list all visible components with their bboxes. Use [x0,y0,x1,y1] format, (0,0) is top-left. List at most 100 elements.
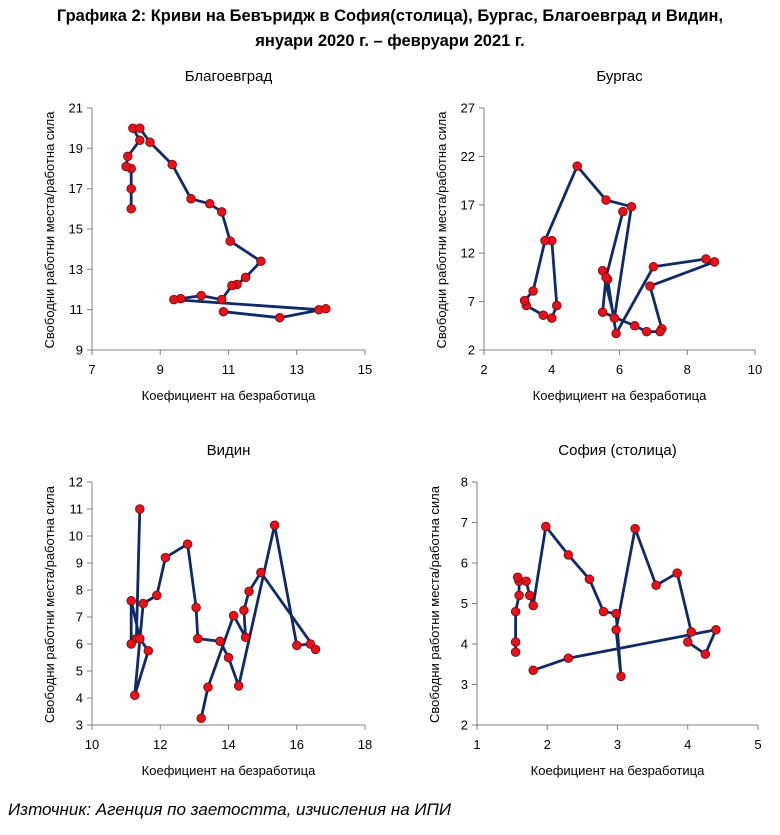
y-tick-label: 4 [461,637,468,652]
y-tick-label: 7 [76,610,83,625]
y-tick-label: 7 [461,515,468,530]
chart-title: Благоевград [185,68,273,85]
data-point [126,204,136,214]
series-line [124,126,328,320]
data-point [126,596,136,606]
data-point [538,310,549,320]
y-tick-label: 3 [461,677,468,692]
data-point [135,504,145,514]
figure-source: Източник: Агенция по заетостта, изчислен… [8,800,452,819]
data-point [193,633,203,644]
y-tick-label: 22 [461,149,475,164]
data-point [310,644,321,655]
data-point [528,600,538,611]
data-point [167,159,177,170]
data-point [218,306,229,317]
data-point [528,286,538,296]
data-point [630,523,640,534]
data-point [228,610,239,621]
x-tick-label: 14 [221,737,235,752]
data-point [216,294,227,305]
data-point [552,300,562,311]
series-line [129,507,317,720]
data-point [510,647,521,657]
data-point [626,201,637,212]
x-tick-label: 10 [85,737,99,752]
figure-title-line-2: януари 2020 г. – февруари 2021 г. [255,32,525,50]
x-axis-label: Коефициент на безработица [142,763,316,778]
data-point [269,520,280,530]
x-tick-label: 15 [358,362,372,377]
y-tick-label: 10 [69,529,83,544]
x-tick-label: 11 [222,362,236,377]
data-point [145,137,155,148]
data-point [215,636,225,647]
y-tick-label: 2 [468,343,475,358]
data-point [641,326,652,337]
x-tick-label: 4 [548,362,555,377]
x-axis-label: Коефициент на безработица [533,388,707,403]
data-point [618,206,628,217]
data-point [709,257,720,267]
y-axis-label: Свободни работни места/работна сила [434,111,449,349]
data-point [239,605,249,616]
y-tick-label: 11 [70,502,84,517]
data-point [256,256,266,267]
data-point [645,281,655,291]
data-point [126,183,136,194]
x-tick-label: 16 [290,737,304,752]
data-point [711,625,721,635]
data-point [563,653,574,663]
x-axis-label: Коефициент на безработица [531,763,705,778]
data-point [135,633,145,644]
x-tick-label: 3 [614,737,621,752]
y-tick-label: 11 [70,302,84,317]
y-tick-label: 7 [468,294,475,309]
data-point [240,632,251,643]
x-tick-label: 7 [88,362,95,377]
data-point [191,602,201,613]
data-point [216,207,227,217]
x-tick-label: 10 [748,362,762,377]
data-point [256,567,266,578]
data-point [541,521,551,532]
y-tick-label: 17 [461,197,475,212]
data-point [683,637,693,647]
y-tick-label: 3 [76,718,83,733]
data-point [651,580,661,591]
y-tick-label: 6 [76,637,83,652]
data-point [126,639,136,649]
data-point [598,606,609,617]
x-tick-label: 6 [616,362,623,377]
data-point [135,135,145,146]
data-point [135,123,145,133]
y-tick-label: 8 [461,475,468,490]
data-point [584,574,595,584]
x-tick-label: 2 [480,362,487,377]
data-point [143,646,154,656]
x-tick-label: 8 [684,362,691,377]
data-point [138,598,148,609]
data-point [524,590,535,601]
data-point [601,195,611,205]
data-point [244,586,254,597]
data-point [629,321,640,331]
data-point [512,572,523,582]
data-point [129,690,140,701]
x-tick-label: 18 [358,737,372,752]
data-point [169,294,179,305]
data-point [121,161,131,172]
x-axis-label: Коефициент на безработица [142,388,316,403]
y-tick-label: 12 [461,246,475,261]
data-point [292,640,302,651]
x-tick-label: 12 [153,737,167,752]
x-tick-label: 9 [157,362,164,377]
y-tick-label: 9 [76,343,83,358]
x-tick-label: 1 [473,737,480,752]
y-tick-label: 17 [69,181,83,196]
data-point [648,262,659,272]
chart-title: Бургас [596,68,643,85]
